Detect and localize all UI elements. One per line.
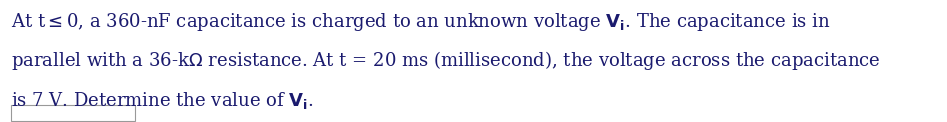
Text: is 7 V. Determine the value of $\mathbf{V_i}$.: is 7 V. Determine the value of $\mathbf{… xyxy=(11,90,313,111)
Bar xyxy=(11,105,134,121)
Text: parallel with a 36-k$\Omega$ resistance. At t = 20 ms (millisecond), the voltage: parallel with a 36-k$\Omega$ resistance.… xyxy=(11,50,881,72)
Text: At t$\leq$0, a 360-nF capacitance is charged to an unknown voltage $\mathbf{V_i}: At t$\leq$0, a 360-nF capacitance is cha… xyxy=(11,11,831,33)
